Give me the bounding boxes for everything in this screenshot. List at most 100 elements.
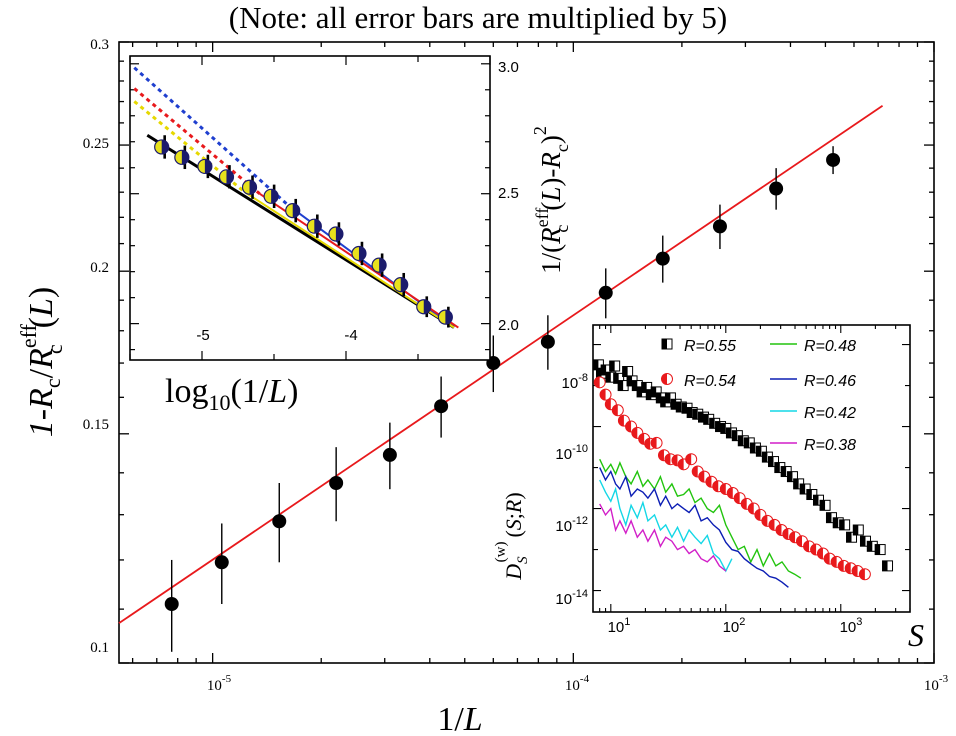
main-data-points xyxy=(164,146,841,652)
bottom-inset-marker-r055-39-fill xyxy=(800,484,806,494)
bottom-inset-marker-r055-48-fill xyxy=(860,536,866,547)
bottom-inset-marker-r055-30-fill xyxy=(744,437,750,448)
top-inset-point-half-10 xyxy=(379,258,387,273)
main-y-tick-label-2: 0.2 xyxy=(90,260,109,276)
top-inset-y-tick-label-2: 3.0 xyxy=(498,59,519,76)
bottom-inset-line-R-0.46 xyxy=(599,467,789,588)
bottom-inset-marker-r054-7-fill xyxy=(638,433,645,445)
bottom-inset-marker-r055-29-fill xyxy=(738,435,744,446)
top-inset: -5 -4 2.0 2.5 3.0 log10(1/L) 1/(Reffc(L)… xyxy=(129,55,572,415)
main-plot-frame xyxy=(118,41,935,664)
bottom-inset-series xyxy=(592,359,894,588)
bottom-inset-marker-r054-19-fill xyxy=(720,483,726,495)
main-x-tick-label-0: 10-5 xyxy=(207,673,232,694)
bottom-inset-marker-r055-44-fill xyxy=(833,517,839,528)
bottom-inset-marker-r054-2-fill xyxy=(605,398,611,410)
bottom-inset-marker-r054-1-fill xyxy=(600,389,606,401)
bottom-inset-x-tick-label-2: 103 xyxy=(840,616,863,636)
bottom-inset-marker-r055-8-fill xyxy=(627,375,633,386)
bottom-inset-marker-r055-42-fill xyxy=(820,500,826,511)
bottom-inset-marker-r055-10-fill xyxy=(637,386,643,397)
legend-label-r055: R=0.55 xyxy=(684,338,736,355)
bottom-inset-y-tick-label-2: 10-10 xyxy=(555,443,588,463)
main-y-tick-labels: 0.1 0.15 0.2 0.25 0.3 xyxy=(83,37,109,656)
bottom-inset-marker-r054-23-fill xyxy=(748,503,754,515)
bottom-inset-marker-r055-5-fill xyxy=(613,373,619,384)
main-data-point-10 xyxy=(712,219,727,234)
top-inset-y-tick-label-0: 2.0 xyxy=(498,317,519,334)
top-inset-point-half-5 xyxy=(271,189,279,204)
bottom-inset-marker-r054-0-fill xyxy=(594,376,600,388)
bottom-inset-marker-r054-39-fill xyxy=(859,568,865,580)
legend-label-r054: R=0.54 xyxy=(684,373,736,390)
legend-square-r055-fill xyxy=(662,339,667,349)
bottom-inset: 101 102 103 10-14 10-12 10-10 10-8 S DS(… xyxy=(493,324,924,653)
top-inset-point-half-6 xyxy=(292,203,300,218)
bottom-inset-marker-r054-6-fill xyxy=(631,427,638,439)
bottom-inset-marker-r054-34-fill xyxy=(824,553,830,565)
main-y-tick-label-4: 0.3 xyxy=(90,37,109,53)
bottom-inset-y-axis-label: DS(w)(S;R) xyxy=(493,492,531,580)
bottom-inset-marker-r054-20-fill xyxy=(727,487,733,499)
main-data-point-5 xyxy=(434,399,449,414)
bottom-inset-marker-r054-9-fill xyxy=(651,437,657,449)
top-inset-point-half-9 xyxy=(358,246,366,261)
bottom-inset-marker-r055-34-fill xyxy=(768,456,774,467)
bottom-inset-marker-r055-13-fill xyxy=(651,386,657,397)
bottom-inset-marker-r054-27-fill xyxy=(775,524,782,536)
legend-label-r046: R=0.46 xyxy=(804,373,856,390)
top-inset-point-half-1 xyxy=(181,150,189,165)
bottom-inset-marker-r055-1-fill xyxy=(596,368,602,379)
bottom-inset-marker-r055-23-fill xyxy=(703,414,709,425)
top-inset-point-half-12 xyxy=(423,299,431,314)
bottom-inset-marker-r055-50-fill xyxy=(875,544,881,555)
bottom-inset-marker-r055-27-fill xyxy=(726,427,732,438)
bottom-inset-marker-r054-12-fill xyxy=(671,454,678,466)
bottom-inset-marker-r054-14-fill xyxy=(685,453,692,465)
bottom-inset-marker-r055-7-fill xyxy=(622,366,628,377)
top-inset-fit-blue-dotted xyxy=(133,66,290,207)
top-inset-point-half-8 xyxy=(335,226,343,241)
top-inset-point-half-4 xyxy=(249,180,257,195)
top-inset-point-half-2 xyxy=(204,159,212,174)
bottom-inset-marker-r054-28-fill xyxy=(782,528,789,540)
bottom-inset-marker-r054-10-fill xyxy=(658,449,664,461)
legend-circle-r054-fill xyxy=(661,373,667,385)
legend-marker-r055 xyxy=(661,338,673,350)
bottom-inset-legend: R=0.55 R=0.54 R=0.48 R=0.46 R=0.42 R=0.3… xyxy=(661,338,856,454)
bottom-inset-marker-r055-28-fill xyxy=(732,430,738,441)
top-inset-y-axis-label: 1/(Reffc(L)-Rc)2 xyxy=(530,126,572,274)
page-title: (Note: all error bars are multiplied by … xyxy=(228,0,728,35)
bottom-inset-marker-r055-41-fill xyxy=(813,495,819,506)
legend-marker-r054 xyxy=(661,373,673,385)
main-y-axis-label: 1-Rc/Reffc(L) xyxy=(16,287,67,437)
bottom-inset-marker-r054-21-fill xyxy=(734,492,740,504)
main-data-point-8 xyxy=(598,285,613,300)
main-x-tick-label-2: 10-3 xyxy=(924,673,949,694)
bottom-inset-marker-r055-46-fill xyxy=(846,532,852,543)
bottom-inset-marker-r054-13-fill xyxy=(678,458,684,470)
bottom-inset-marker-r055-37-fill xyxy=(787,471,793,482)
bottom-inset-marker-r055-25-fill xyxy=(715,421,721,432)
bottom-inset-marker-r055-21-fill xyxy=(692,409,698,420)
svg-text:DS(w)(S;R): DS(w)(S;R) xyxy=(493,492,531,580)
bottom-inset-x-axis-label: S xyxy=(908,617,924,653)
bottom-inset-frame xyxy=(592,324,911,613)
bottom-inset-x-tick-label-0: 101 xyxy=(608,616,631,636)
bottom-inset-marker-r054-30-fill xyxy=(796,535,802,547)
bottom-inset-marker-r055-22-fill xyxy=(698,412,704,423)
bottom-inset-y-tick-label-1: 10-12 xyxy=(555,515,588,535)
main-ticks xyxy=(119,41,935,664)
bottom-inset-marker-r054-17-fill xyxy=(705,476,712,488)
bottom-inset-marker-r055-17-fill xyxy=(671,399,677,410)
bottom-inset-marker-r055-4-fill xyxy=(609,361,615,371)
bottom-inset-marker-r055-31-fill xyxy=(750,443,756,453)
bottom-inset-marker-r054-8-fill xyxy=(644,438,651,450)
bottom-inset-marker-r055-38-fill xyxy=(793,478,799,489)
top-inset-x-axis-label: log10(1/L) xyxy=(165,373,298,415)
top-inset-y-tick-label-1: 2.5 xyxy=(498,185,519,202)
main-data-point-11 xyxy=(769,181,784,196)
top-inset-point-half-13 xyxy=(445,310,453,325)
svg-text:1/(Reffc(L)-Rc)2: 1/(Reffc(L)-Rc)2 xyxy=(530,126,572,274)
